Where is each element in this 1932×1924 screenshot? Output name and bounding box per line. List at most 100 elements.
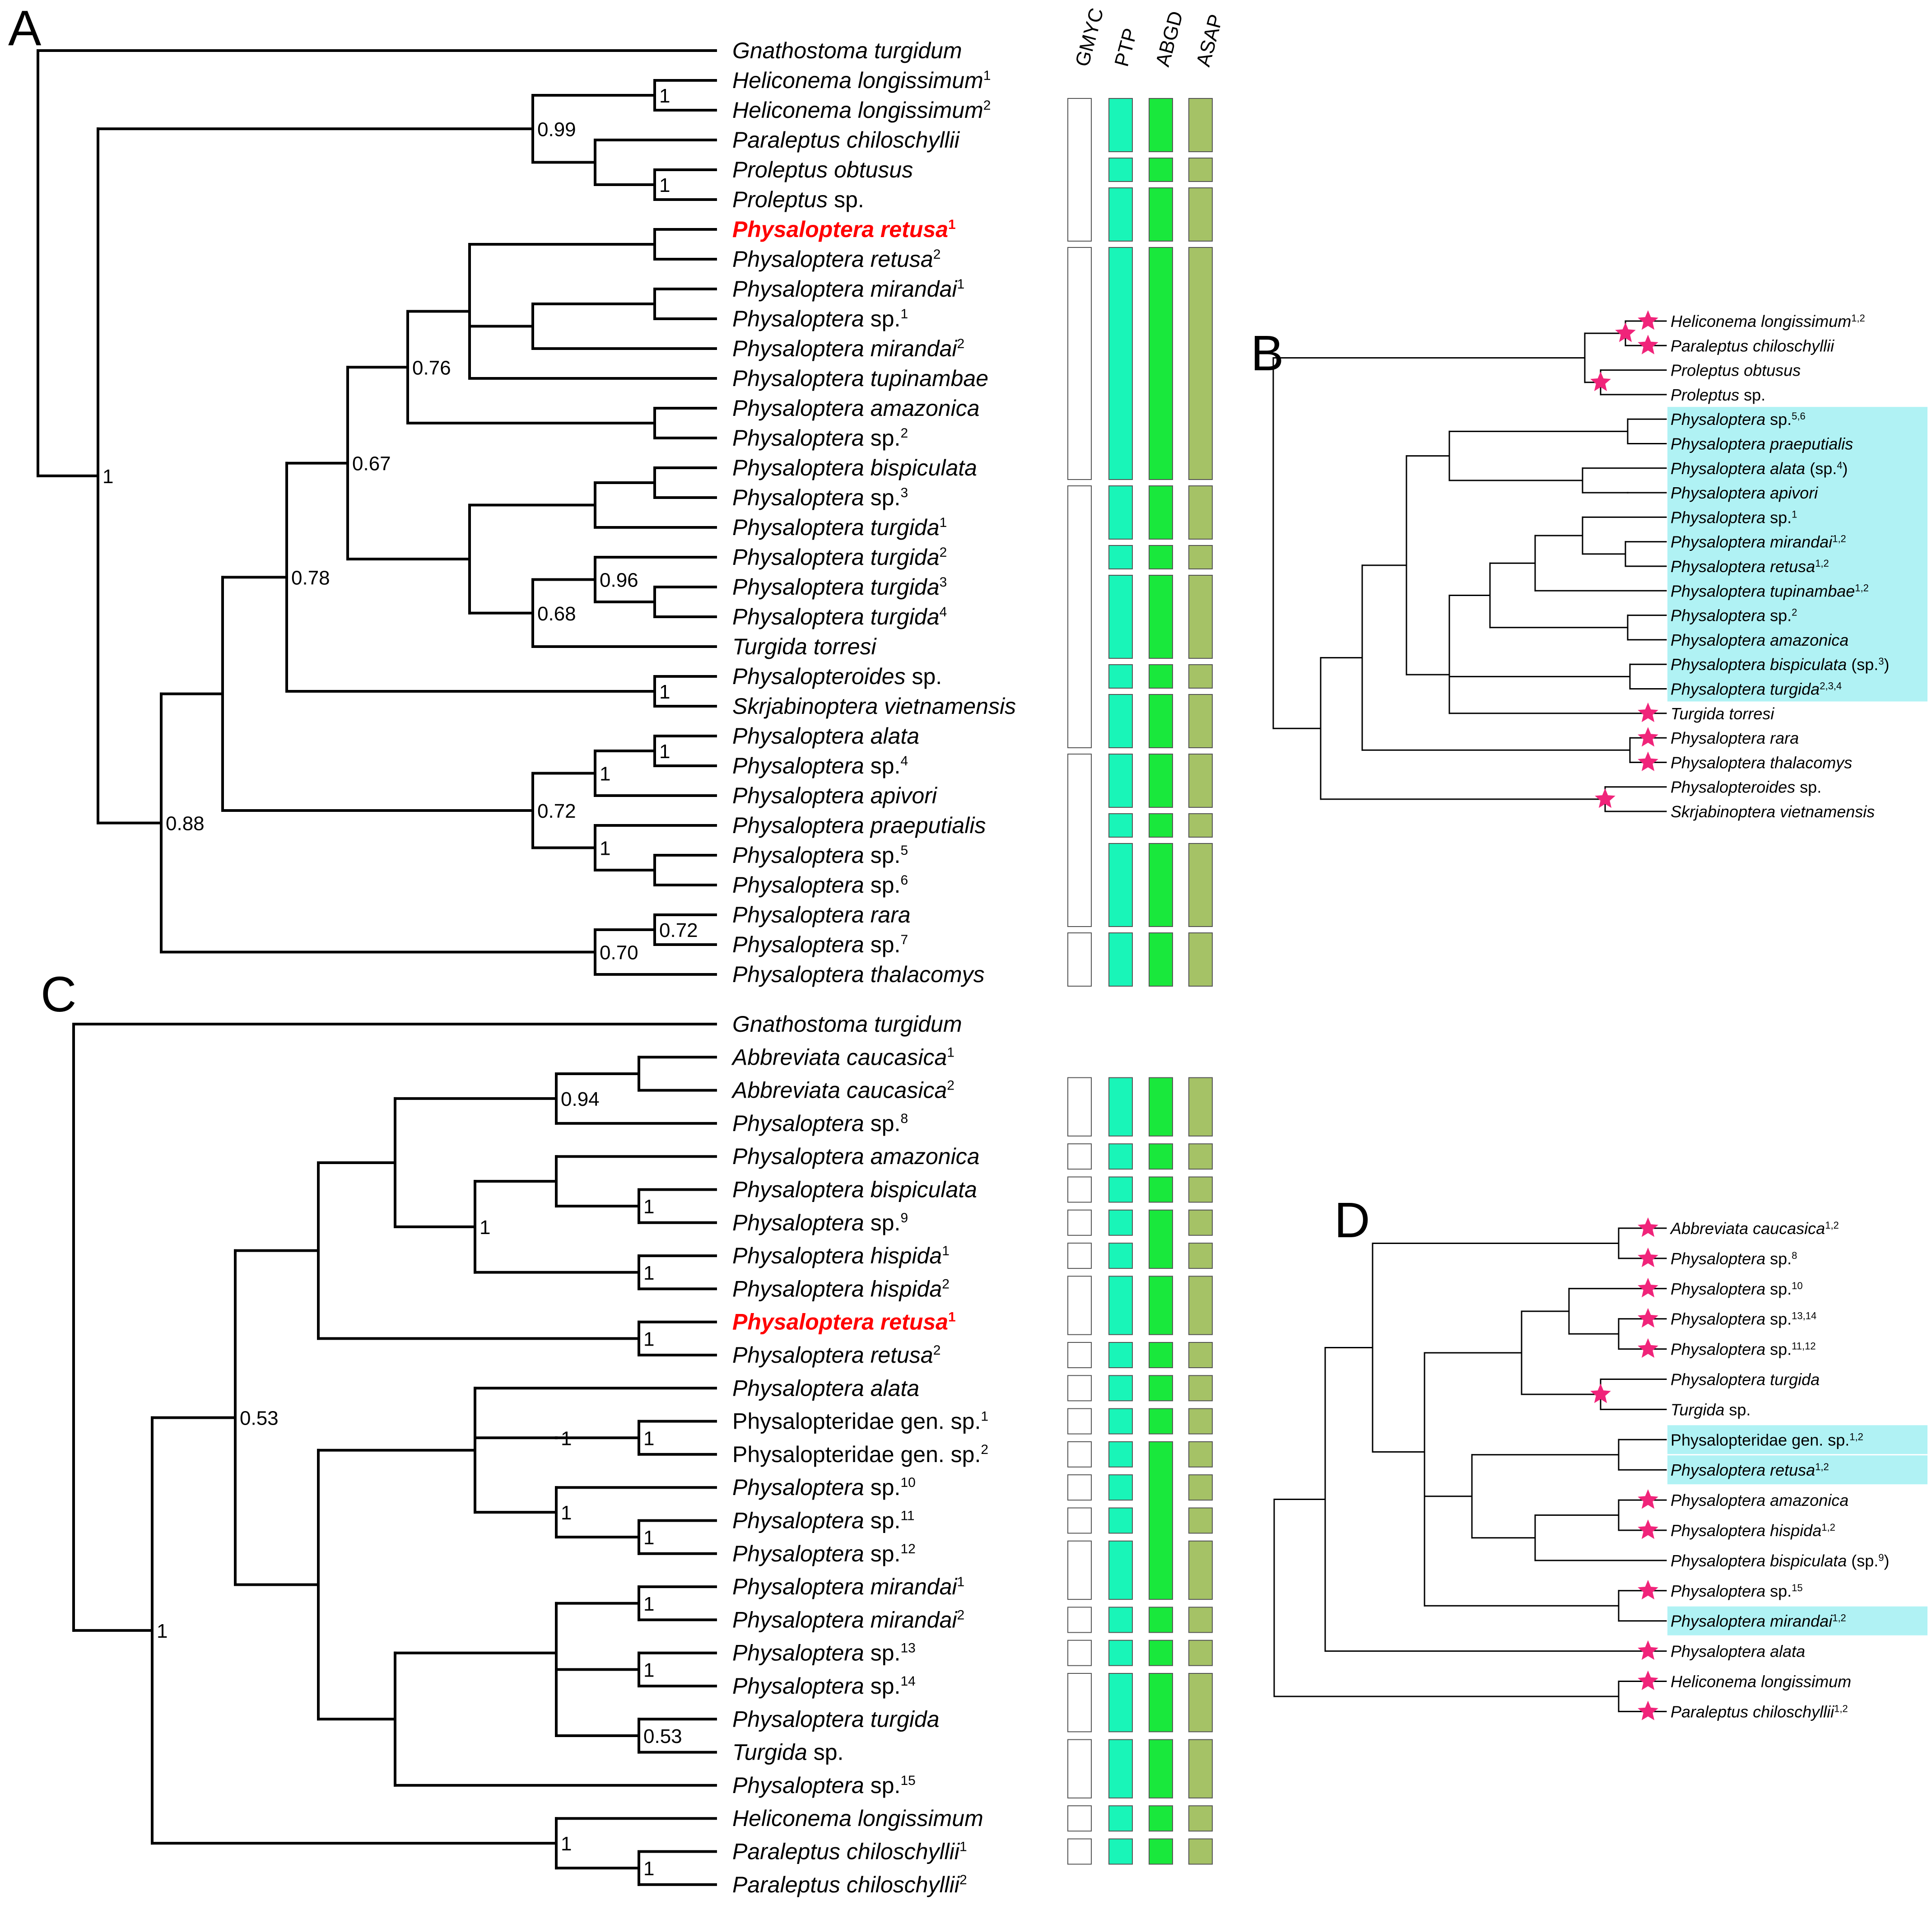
taxon-text-part: Physaloptera retusa (732, 1309, 948, 1335)
panel-a-taxon-label: Physaloptera turgida2 (732, 545, 947, 570)
panel-a-taxon-label: Physaloptera retusa1 (732, 217, 956, 242)
panel-letter-d: D (1334, 1193, 1370, 1248)
panel-c-taxon-label: Physalopteridae gen. sp.2 (732, 1442, 988, 1467)
delimitation-bar-abgd (1149, 1276, 1173, 1335)
panel-b-taxon-label: Physaloptera sp.5,6 (1671, 410, 1806, 429)
panel-c-taxon-label: Physaloptera mirandai2 (732, 1607, 964, 1632)
panel-c-taxon-label: Physaloptera hispida1 (732, 1243, 950, 1268)
delimitation-bar-gmyc (1067, 1375, 1092, 1402)
taxon-text-part: Physaloptera amazonica (1671, 1491, 1848, 1509)
delimitation-bar-asap (1188, 843, 1213, 927)
taxon-text-part: Paraleptus chiloschyllii (732, 1872, 960, 1897)
taxon-text-part: sp. (807, 1740, 844, 1765)
delimitation-bar-asap (1188, 932, 1213, 987)
tree-branches (37, 49, 1667, 1886)
taxon-text-part: sp. (864, 1508, 901, 1533)
delimitation-bar-abgd (1149, 1176, 1173, 1203)
taxon-text-part: Physalopteridae gen. sp. (732, 1409, 981, 1434)
taxon-text-part: Physaloptera retusa (732, 217, 948, 242)
panel-c-support-value: 1 (643, 1328, 654, 1350)
delimitation-bar-asap (1188, 187, 1213, 242)
panel-a-support-value: 0.72 (659, 919, 698, 941)
delimitation-bar-asap (1188, 1540, 1213, 1600)
panel-b-highlight (1667, 407, 1927, 432)
panel-b-taxon-label: Physaloptera sp.2 (1671, 606, 1797, 625)
delimitation-bar-ptp (1108, 1209, 1133, 1236)
delimitation-bar-asap (1188, 754, 1213, 808)
delimitation-bar-asap (1188, 1243, 1213, 1269)
taxon-superscript: 1 (940, 515, 947, 530)
delimitation-bar-gmyc (1067, 1540, 1092, 1600)
panel-a-support-value: 1 (659, 85, 670, 107)
taxon-text-part: Paraleptus chiloschyllii (1671, 1702, 1834, 1721)
panel-a-taxon-label: Physaloptera rara (732, 902, 911, 927)
taxon-text-part: sp. (1724, 1400, 1750, 1419)
clade-star-icon (1638, 1338, 1658, 1358)
delimitation-bar-ptp (1108, 1474, 1133, 1501)
taxon-text-part: sp. (864, 1475, 901, 1500)
taxon-text-part: Physaloptera apivori (1671, 484, 1818, 502)
taxon-text-part: sp. (864, 425, 901, 451)
taxon-text-part: Physaloptera (732, 1111, 864, 1136)
taxon-text-part: Physaloptera apivori (732, 783, 938, 808)
taxon-text-part: Physaloptera (732, 843, 864, 868)
delimitation-bar-abgd (1149, 247, 1173, 480)
panel-a-taxon-label: Physaloptera sp.3 (732, 485, 908, 510)
panel-a-taxon-label: Physaloptera tupinambae (732, 366, 988, 391)
panel-d-highlight (1667, 1455, 1927, 1485)
panel-c-support-value: 1 (643, 1659, 654, 1681)
taxon-superscript: 7 (900, 932, 908, 947)
delimitation-bar-ptp (1108, 754, 1133, 808)
taxon-text-part: Physaloptera thalacomys (1671, 753, 1852, 772)
panel-c-taxon-label: Physaloptera bispiculata (732, 1177, 977, 1202)
delimitation-bar-ptp (1108, 1507, 1133, 1534)
column-header-asap: ASAP (1192, 12, 1227, 69)
taxon-superscript: 1 (948, 217, 956, 232)
taxon-superscript: 1 (948, 1310, 956, 1325)
clade-star-icon (1595, 788, 1615, 808)
clade-star-icon (1638, 1217, 1658, 1237)
panel-c-support-value: 1 (561, 1502, 572, 1524)
panel-b-highlight (1667, 578, 1927, 604)
delimitation-bar-ptp (1108, 1176, 1133, 1203)
panel-a-support-value: 0.78 (291, 567, 330, 589)
panel-a-taxon-label: Physaloptera turgida4 (732, 604, 947, 629)
delimitation-bar-ptp (1108, 1408, 1133, 1435)
delimitation-bar-asap (1188, 1143, 1213, 1170)
taxon-text-part: sp. (864, 1210, 901, 1235)
taxon-text-part: Physaloptera mirandai (1671, 533, 1833, 551)
delimitation-bar-abgd (1149, 1408, 1173, 1435)
panel-a-taxon-label: Physaloptera mirandai1 (732, 276, 964, 302)
panel-a-taxon-label: Paraleptus chiloschyllii (732, 127, 960, 153)
panel-b-taxon-label: Physaloptera thalacomys (1671, 753, 1852, 772)
taxon-text-part: Paraleptus chiloschyllii (1671, 336, 1834, 355)
taxon-superscript: 1 (983, 68, 991, 83)
taxon-text-part: sp. (864, 932, 901, 957)
panel-c-taxon-label: Physaloptera retusa2 (732, 1342, 940, 1368)
taxon-text-part: Physaloptera (1671, 1310, 1765, 1328)
taxon-superscript: 1,2 (1834, 1703, 1848, 1714)
delimitation-bar-asap (1188, 247, 1213, 480)
delimitation-bar-gmyc (1067, 932, 1092, 987)
panel-a-support-value: 0.76 (412, 357, 451, 379)
panel-c-taxon-label: Paraleptus chiloschyllii1 (732, 1839, 967, 1864)
delimitation-bar-abgd (1149, 1673, 1173, 1733)
taxon-superscript: 6 (900, 873, 908, 888)
delimitation-bar-abgd (1149, 1739, 1173, 1798)
panel-c-taxon-label: Paraleptus chiloschyllii2 (732, 1872, 967, 1897)
panel-c-support-value: 1 (561, 1833, 572, 1855)
taxon-text-part: sp. (1739, 386, 1765, 404)
delimitation-bar-asap (1188, 1805, 1213, 1832)
delimitation-bar-asap (1188, 1375, 1213, 1402)
taxon-text-part: sp. (864, 1773, 901, 1798)
panel-a-support-value: 1 (600, 763, 610, 785)
taxon-text-part: Physaloptera amazonica (732, 396, 980, 421)
delimitation-bar-asap (1188, 1640, 1213, 1666)
panel-a-taxon-label: Physaloptera thalacomys (732, 962, 985, 987)
taxon-text-part: (sp. (1847, 1551, 1878, 1570)
taxon-text-part: Physaloptera turgida (1671, 1370, 1820, 1389)
panel-c-support-value: 1 (643, 1427, 654, 1449)
taxon-text-part: Turgida (732, 1740, 807, 1765)
panel-b-taxon-label: Physaloptera alata (sp.4) (1671, 459, 1848, 478)
